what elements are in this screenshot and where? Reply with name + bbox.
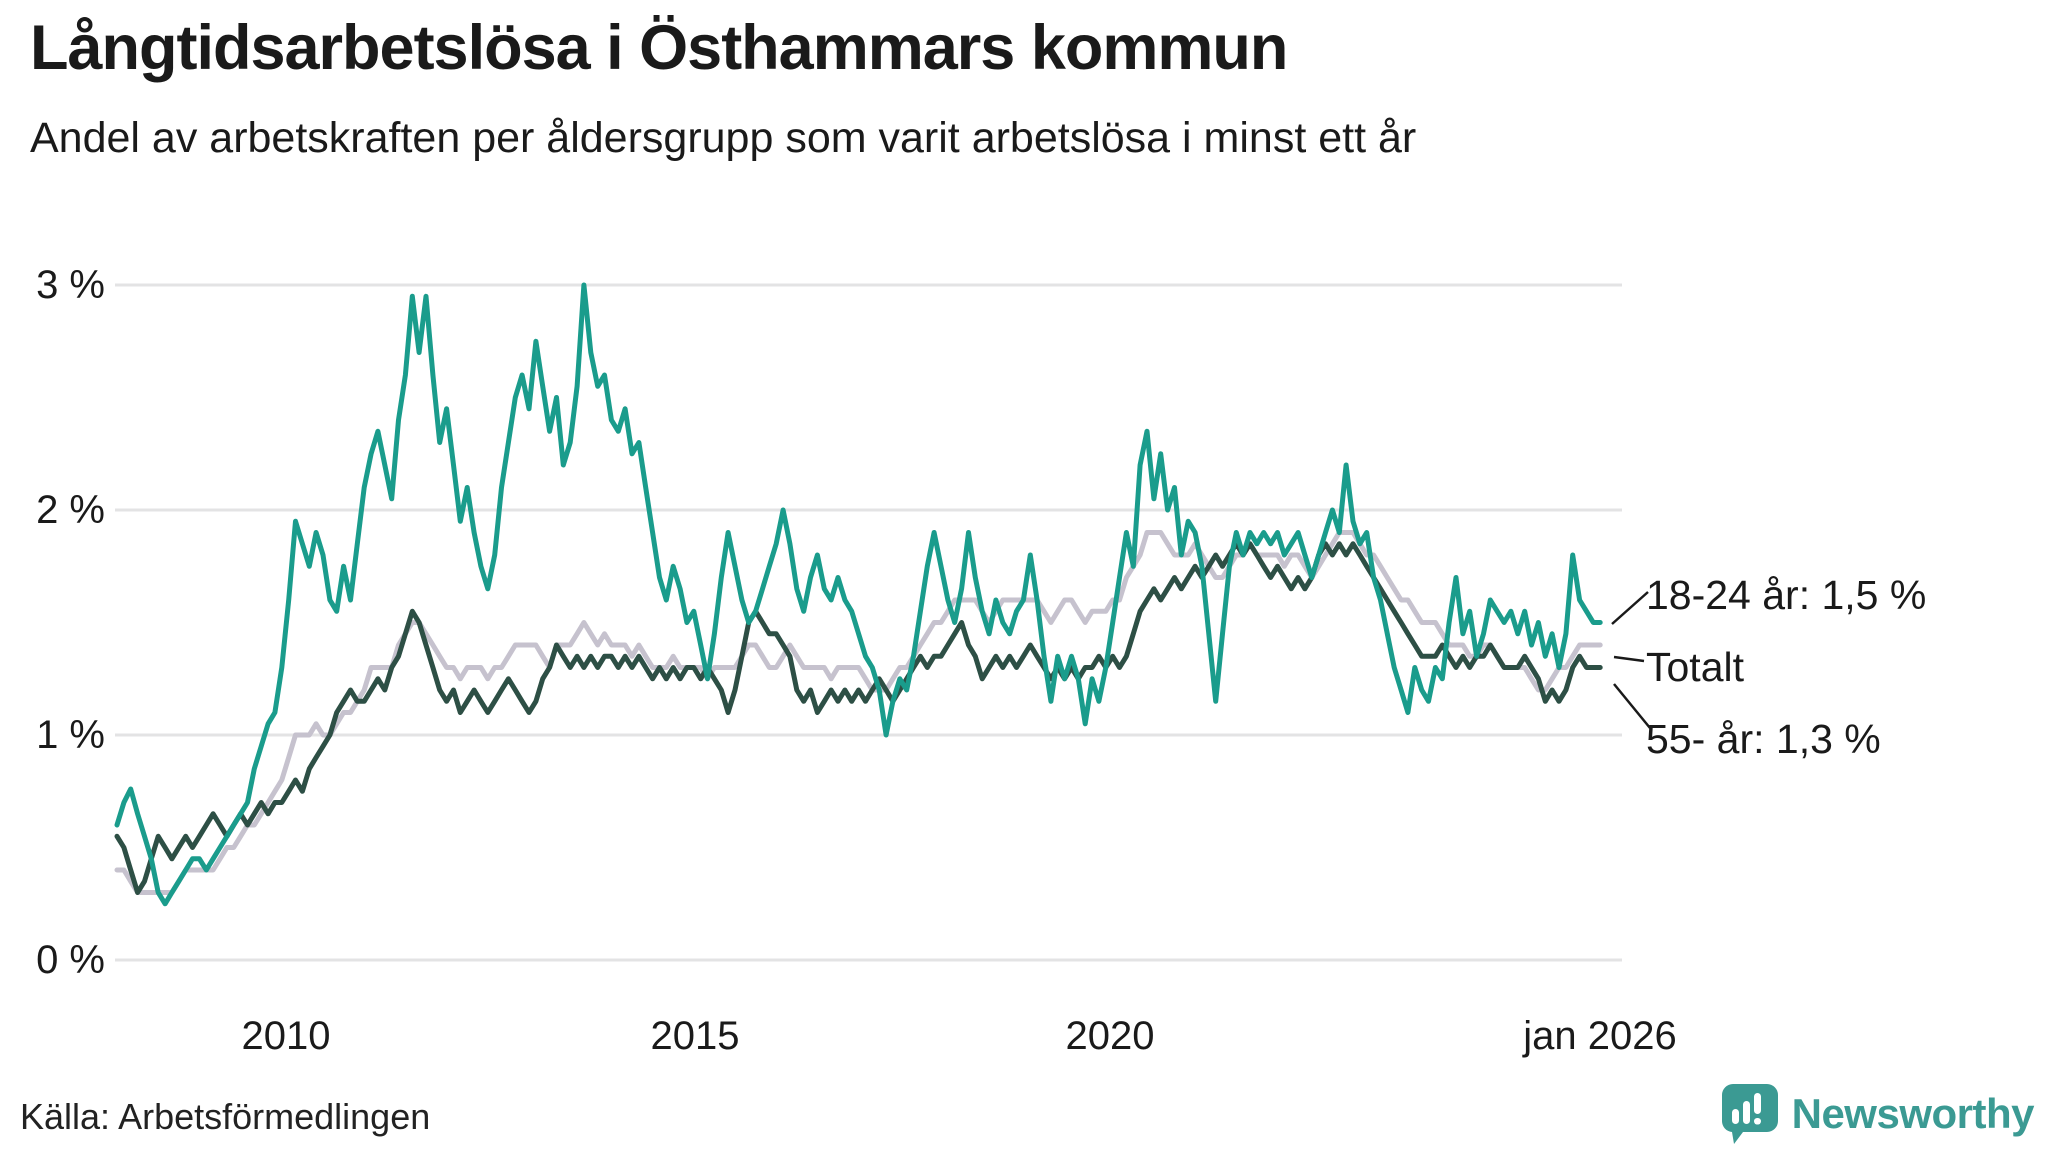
series-label-55: 55- år: 1,3 % xyxy=(1646,716,1881,762)
legend-leader-lines xyxy=(1611,591,1651,729)
series-label-18-24: 18-24 år: 1,5 % xyxy=(1646,572,1927,618)
line-18-24 år xyxy=(114,282,1603,907)
x-tick-jan2026: jan 2026 xyxy=(1523,1014,1677,1058)
bar-medium xyxy=(1742,1101,1750,1124)
brand-name: Newsworthy xyxy=(1791,1090,2035,1137)
bar-small xyxy=(1731,1109,1739,1124)
series-label-totalt: Totalt xyxy=(1646,644,1744,690)
source-note: Källa: Arbetsförmedlingen xyxy=(20,1096,431,1137)
exclamation-bar xyxy=(1753,1093,1761,1114)
line-55- år xyxy=(114,541,1603,895)
y-tick-3: 3 % xyxy=(36,263,105,307)
line-Totalt xyxy=(114,530,1603,895)
x-tick-2010: 2010 xyxy=(241,1014,331,1058)
y-tick-0: 0 % xyxy=(36,938,105,982)
x-tick-2020: 2020 xyxy=(1065,1014,1155,1058)
page-subtitle: Andel av arbetskraften per åldersgrupp s… xyxy=(30,114,1417,162)
gridlines xyxy=(115,283,1622,962)
leader-line-55 xyxy=(1613,683,1651,729)
x-tick-2015: 2015 xyxy=(650,1014,740,1058)
leader-line-totalt xyxy=(1613,655,1645,663)
brand-logo: Newsworthy xyxy=(1721,1084,2035,1144)
leader-line-18-24 xyxy=(1611,591,1649,625)
series-lines xyxy=(114,282,1603,907)
exclamation-dot xyxy=(1753,1118,1761,1125)
newsworthy-bubble-icon xyxy=(1721,1084,1778,1144)
y-tick-2: 2 % xyxy=(36,488,105,532)
page-title: Långtidsarbetslösa i Östhammars kommun xyxy=(30,13,1288,83)
y-tick-1: 1 % xyxy=(36,713,105,757)
